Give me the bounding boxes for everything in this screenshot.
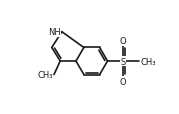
Text: NH: NH	[48, 28, 61, 37]
Text: CH₃: CH₃	[37, 70, 53, 79]
Text: O: O	[120, 77, 127, 86]
Text: S: S	[121, 57, 126, 66]
Text: O: O	[120, 37, 127, 46]
Text: CH₃: CH₃	[140, 57, 156, 66]
